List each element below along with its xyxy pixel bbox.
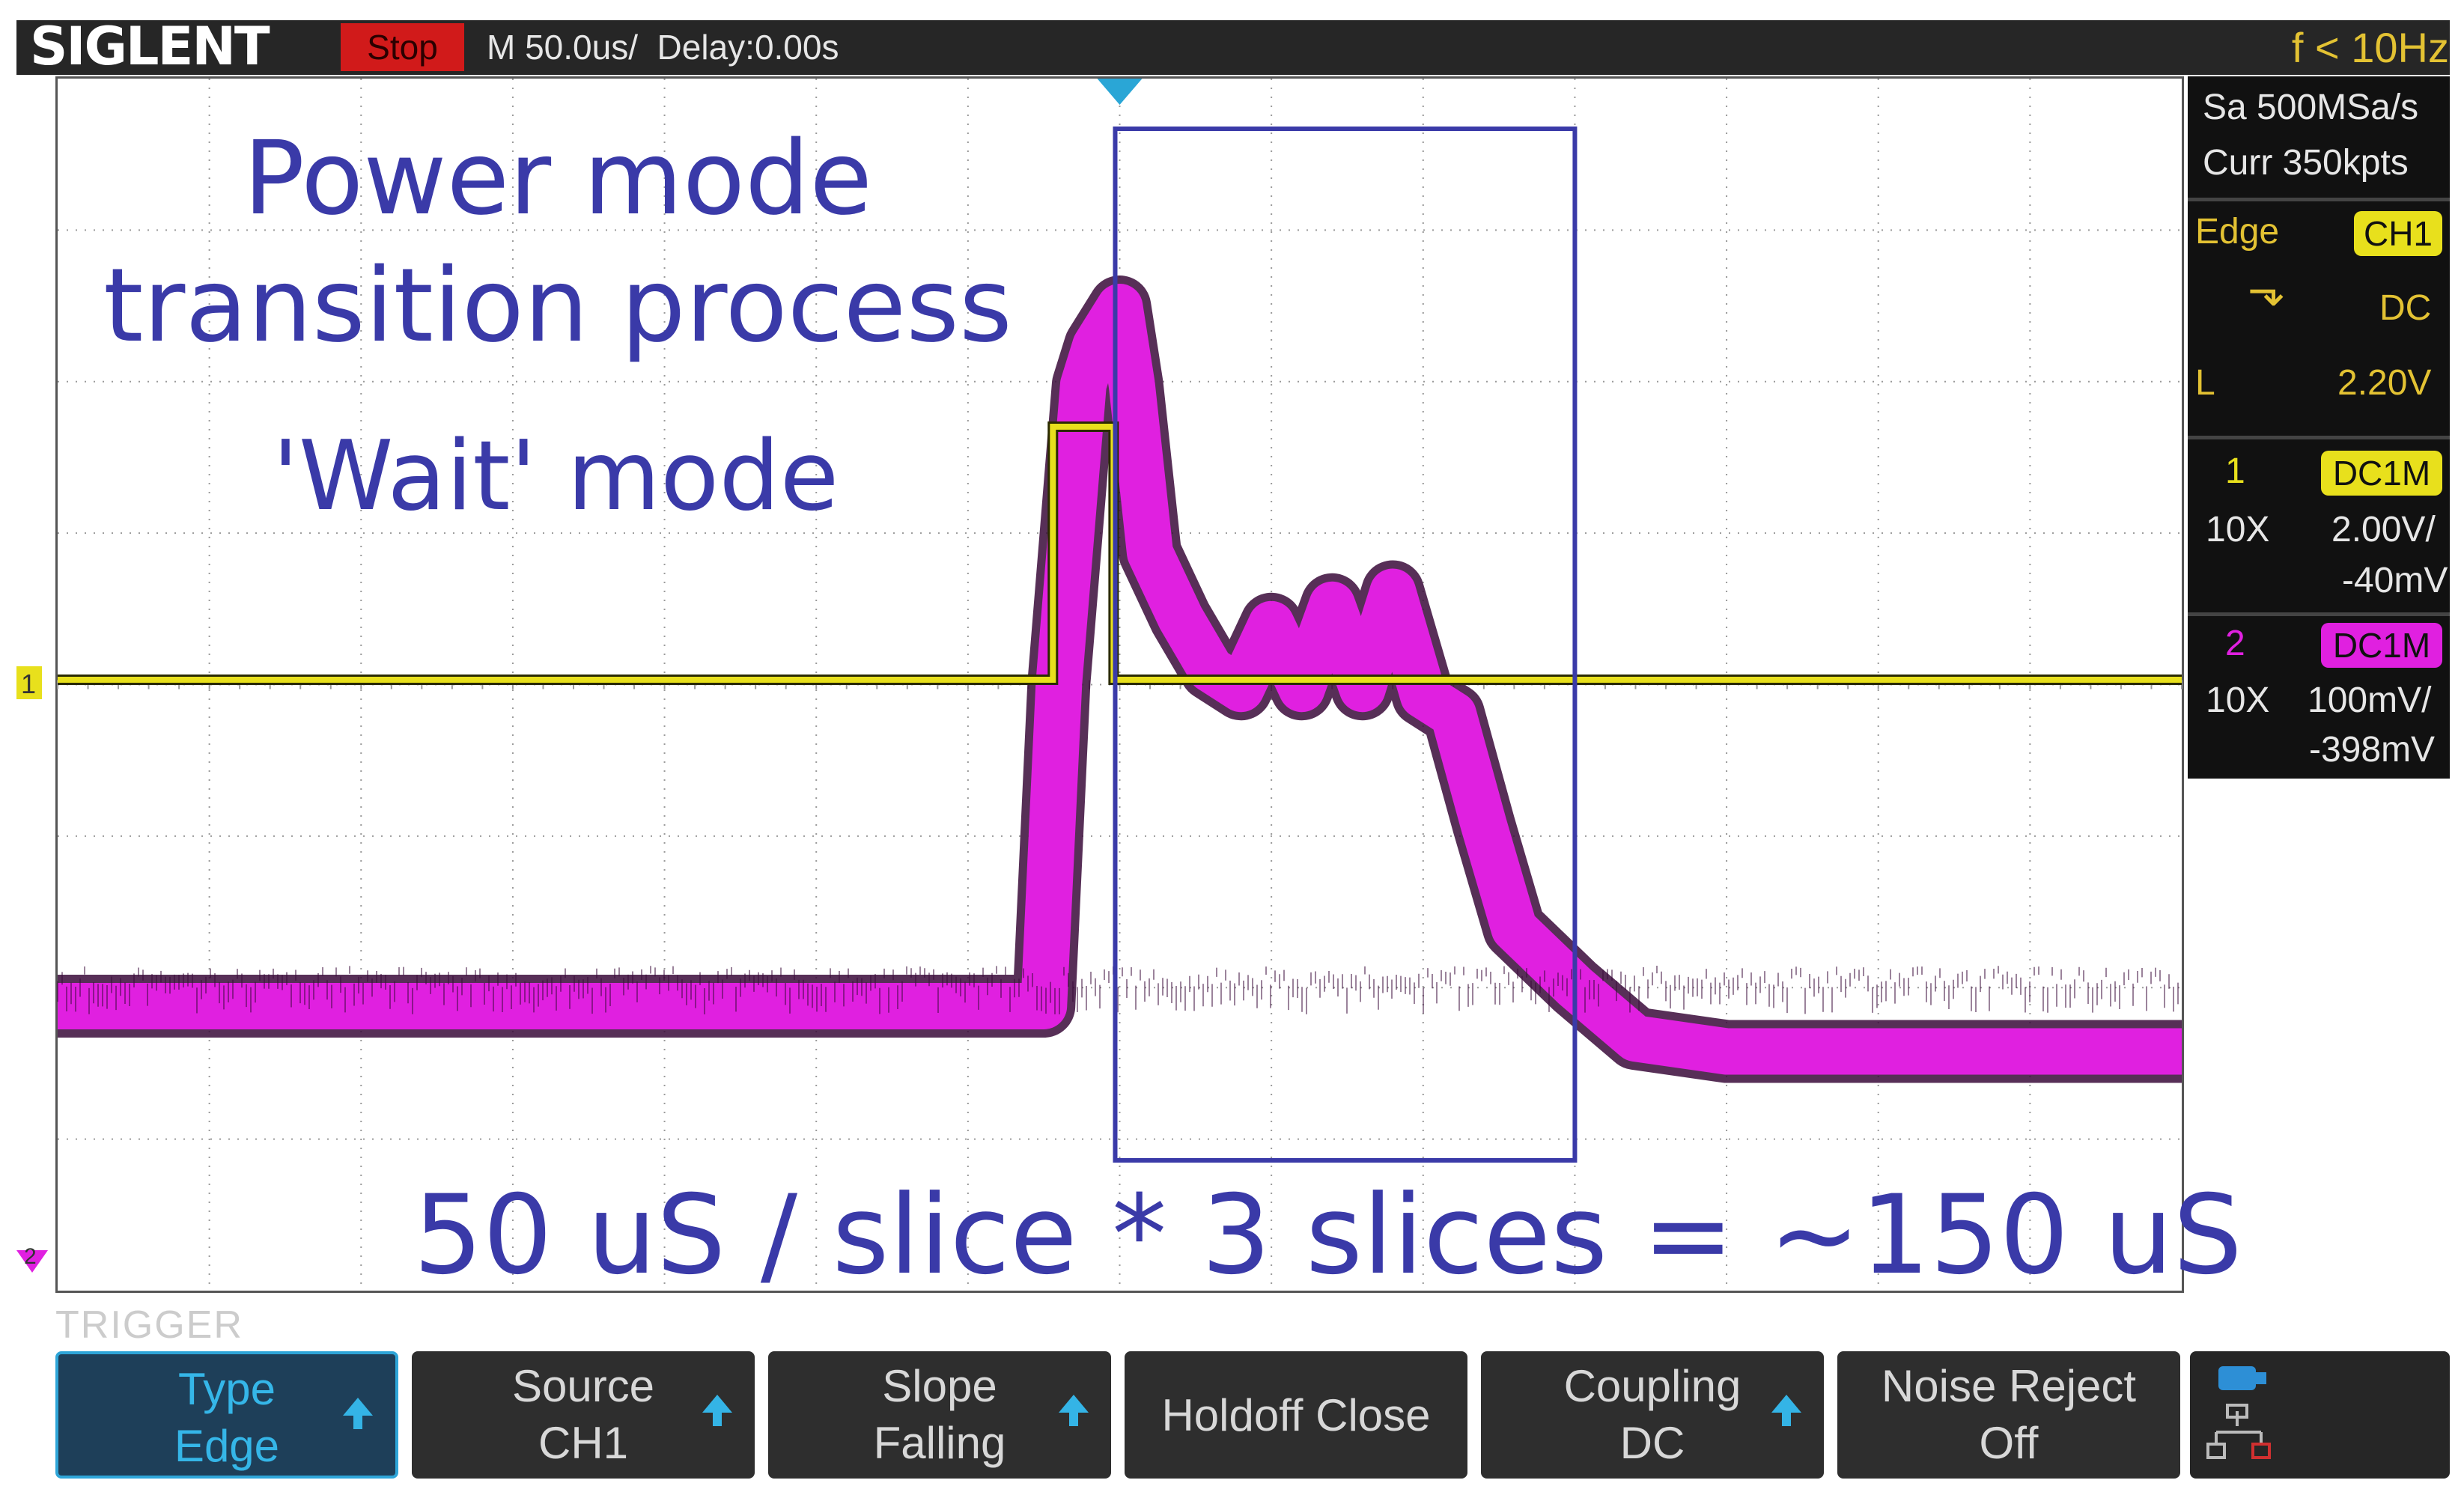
- ch2-marker-label: 2: [24, 1244, 37, 1269]
- softkey-coupling[interactable]: Coupling DC: [1481, 1351, 1824, 1479]
- brand-logo: SIGLENT: [30, 16, 270, 77]
- trigger-coupling: DC: [2379, 288, 2432, 328]
- panel-divider: [2188, 612, 2450, 616]
- ch2-coupling-badge[interactable]: DC1M: [2321, 623, 2442, 668]
- ch2-scale: 100mV/: [2308, 680, 2432, 720]
- ch2-trace: [58, 284, 2182, 1075]
- panel-divider: [2188, 198, 2450, 201]
- sample-rate: Sa 500MSa/s: [2203, 88, 2419, 127]
- softkey-noise-reject-value: Off: [1979, 1418, 2039, 1468]
- info-panel: Sa 500MSa/s Curr 350kpts Edge CH1 ⬎ DC L…: [2188, 76, 2450, 779]
- annotation-line2: transition process: [103, 247, 1012, 365]
- network-icon: [2206, 1366, 2271, 1459]
- ch1-scale: 2.00V/: [2331, 510, 2436, 549]
- softkey-source-label: Source: [511, 1361, 655, 1411]
- softkey-holdoff[interactable]: Holdoff Close: [1125, 1351, 1467, 1479]
- softkey-noise-reject-label: Noise Reject: [1881, 1361, 2137, 1411]
- ch1-coupling-badge[interactable]: DC1M: [2321, 451, 2442, 496]
- up-arrow-icon: [702, 1395, 732, 1426]
- run-stop-status[interactable]: Stop: [341, 23, 464, 71]
- ch2-offset: -398mV: [2309, 730, 2436, 770]
- ch2-probe: 10X: [2206, 680, 2270, 720]
- falling-edge-icon: ⬎: [2248, 265, 2286, 315]
- up-arrow-icon: [1059, 1395, 1089, 1426]
- panel-divider: [2188, 436, 2450, 439]
- ch1-trace: [58, 424, 2182, 683]
- trigger-level-label: L: [2195, 363, 2215, 403]
- menu-title: TRIGGER: [55, 1303, 243, 1347]
- trigger-type: Edge: [2195, 212, 2280, 252]
- ch2-number: 2: [2225, 624, 2245, 663]
- ch1-marker-label: 1: [21, 669, 36, 699]
- trigger-position-marker: [1097, 79, 1143, 105]
- timebase-readout: M 50.0us/ Delay:0.00s: [487, 28, 839, 67]
- softkey-coupling-label: Coupling: [1563, 1361, 1741, 1411]
- up-arrow-icon: [343, 1398, 373, 1429]
- ch1-offset: -40mV: [2342, 561, 2448, 600]
- trigger-level: 2.20V: [2337, 363, 2432, 403]
- softkey-slope-value: Falling: [873, 1418, 1006, 1468]
- softkey-source[interactable]: Source CH1: [412, 1351, 755, 1479]
- ch2-noise: [57, 966, 2179, 1014]
- memory-depth: Curr 350kpts: [2203, 143, 2409, 183]
- softkey-type[interactable]: Type Edge: [55, 1351, 398, 1479]
- softkey-slope[interactable]: Slope Falling: [768, 1351, 1111, 1479]
- softkey-source-value: CH1: [538, 1418, 629, 1468]
- softkey-coupling-value: DC: [1619, 1418, 1685, 1468]
- softkey-type-label: Type: [177, 1364, 276, 1414]
- annotation-box: [1113, 127, 1578, 1163]
- softkey-holdoff-label: Holdoff Close: [1161, 1390, 1431, 1440]
- ch1-ground-marker: [16, 666, 42, 699]
- annotation-line1: Power mode: [243, 120, 872, 238]
- softkey-type-value: Edge: [174, 1421, 280, 1471]
- annotation-line3: 'Wait' mode: [273, 421, 839, 532]
- annotation-formula: 50 uS / slice * 3 slices = ~150 uS: [413, 1172, 2242, 1299]
- softkey-network[interactable]: [2190, 1351, 2450, 1479]
- ch1-number: 1: [2225, 451, 2245, 491]
- trigger-frequency: f < 10Hz: [2291, 24, 2449, 71]
- up-arrow-icon: [1771, 1395, 1801, 1426]
- ch2-ground-marker: [16, 1250, 48, 1273]
- ch1-probe: 10X: [2206, 510, 2270, 549]
- softkey-slope-label: Slope: [882, 1361, 997, 1411]
- softkey-noise-reject[interactable]: Noise Reject Off: [1837, 1351, 2180, 1479]
- trigger-source-badge[interactable]: CH1: [2354, 211, 2442, 256]
